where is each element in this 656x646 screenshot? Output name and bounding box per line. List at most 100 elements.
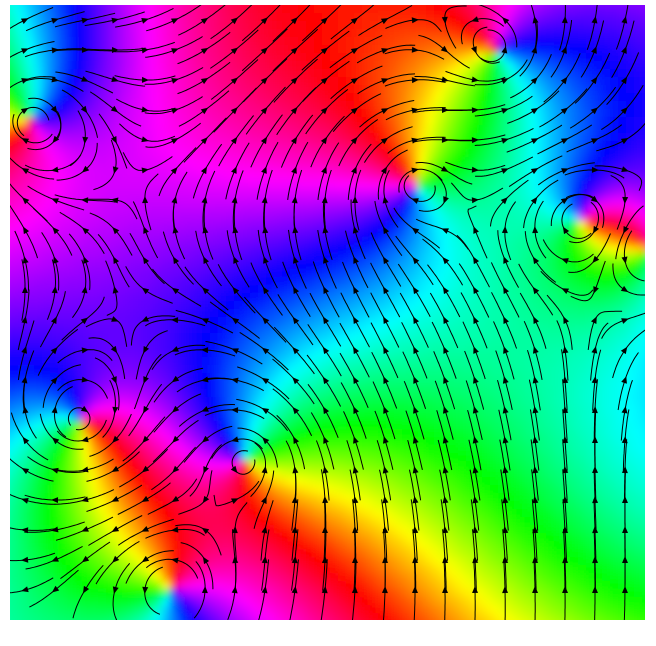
phase-cell <box>594 261 603 270</box>
phase-cell <box>570 37 579 46</box>
phase-cell <box>90 5 99 14</box>
phase-cell <box>554 197 563 206</box>
phase-cell <box>306 205 315 214</box>
phase-cell <box>466 477 475 486</box>
phase-cell <box>378 253 387 262</box>
phase-cell <box>554 205 563 214</box>
phase-cell <box>546 253 555 262</box>
phase-cell <box>530 125 539 134</box>
phase-cell <box>634 445 643 454</box>
phase-cell <box>282 317 291 326</box>
phase-cell <box>498 453 507 462</box>
phase-cell <box>306 325 315 334</box>
phase-cell <box>346 93 355 102</box>
phase-cell <box>74 165 83 174</box>
phase-cell <box>194 357 203 366</box>
phase-cell <box>210 173 219 182</box>
phase-cell <box>242 45 251 54</box>
phase-cell <box>418 205 427 214</box>
phase-cell <box>194 13 203 22</box>
phase-cell <box>42 61 51 70</box>
phase-cell <box>178 381 187 390</box>
phase-cell <box>74 93 83 102</box>
phase-cell <box>354 453 363 462</box>
phase-cell <box>306 277 315 286</box>
phase-cell <box>362 293 371 302</box>
phase-cell <box>90 277 99 286</box>
phase-cell <box>514 421 523 430</box>
phase-cell <box>330 77 339 86</box>
phase-cell <box>154 21 163 30</box>
phase-cell <box>474 405 483 414</box>
phase-cell <box>554 389 563 398</box>
phase-cell <box>634 301 643 310</box>
phase-cell <box>322 381 331 390</box>
phase-cell <box>578 197 587 206</box>
phase-cell <box>458 349 467 358</box>
phase-cell <box>234 45 243 54</box>
phase-cell <box>562 229 571 238</box>
phase-cell <box>330 261 339 270</box>
phase-cell <box>250 325 259 334</box>
phase-cell <box>610 101 619 110</box>
phase-cell <box>354 53 363 62</box>
phase-cell <box>218 173 227 182</box>
phase-cell <box>250 309 259 318</box>
phase-cell <box>322 5 331 14</box>
phase-cell <box>50 21 59 30</box>
phase-cell <box>434 109 443 118</box>
phase-cell <box>218 405 227 414</box>
phase-cell <box>90 421 99 430</box>
phase-cell <box>506 285 515 294</box>
phase-cell <box>298 173 307 182</box>
phase-cell <box>490 229 499 238</box>
phase-cell <box>458 429 467 438</box>
phase-cell <box>394 229 403 238</box>
phase-cell <box>602 125 611 134</box>
phase-cell <box>570 269 579 278</box>
phase-cell <box>322 109 331 118</box>
phase-cell <box>482 461 491 470</box>
phase-cell <box>154 477 163 486</box>
phase-cell <box>34 101 43 110</box>
phase-cell <box>490 69 499 78</box>
phase-cell <box>514 357 523 366</box>
phase-cell <box>242 197 251 206</box>
phase-cell <box>322 413 331 422</box>
phase-cell <box>18 141 27 150</box>
phase-cell <box>530 229 539 238</box>
phase-cell <box>98 309 107 318</box>
phase-cell <box>194 197 203 206</box>
phase-cell <box>234 373 243 382</box>
phase-cell <box>146 53 155 62</box>
phase-cell <box>186 37 195 46</box>
phase-cell <box>466 117 475 126</box>
phase-cell <box>58 117 67 126</box>
phase-cell <box>618 13 627 22</box>
phase-cell <box>418 149 427 158</box>
phase-cell <box>170 37 179 46</box>
phase-cell <box>474 189 483 198</box>
phase-cell <box>466 229 475 238</box>
phase-cell <box>234 165 243 174</box>
phase-cell <box>458 245 467 254</box>
phase-cell <box>314 333 323 342</box>
phase-cell <box>482 413 491 422</box>
phase-cell <box>178 53 187 62</box>
phase-cell <box>306 237 315 246</box>
phase-cell <box>242 21 251 30</box>
phase-cell <box>546 333 555 342</box>
phase-cell <box>474 13 483 22</box>
phase-cell <box>466 5 475 14</box>
phase-cell <box>338 333 347 342</box>
phase-cell <box>346 269 355 278</box>
phase-cell <box>514 69 523 78</box>
phase-cell <box>538 125 547 134</box>
phase-cell <box>314 101 323 110</box>
phase-cell <box>306 261 315 270</box>
phase-cell <box>194 221 203 230</box>
phase-cell <box>226 453 235 462</box>
phase-cell <box>90 101 99 110</box>
phase-cell <box>82 477 91 486</box>
phase-cell <box>530 453 539 462</box>
